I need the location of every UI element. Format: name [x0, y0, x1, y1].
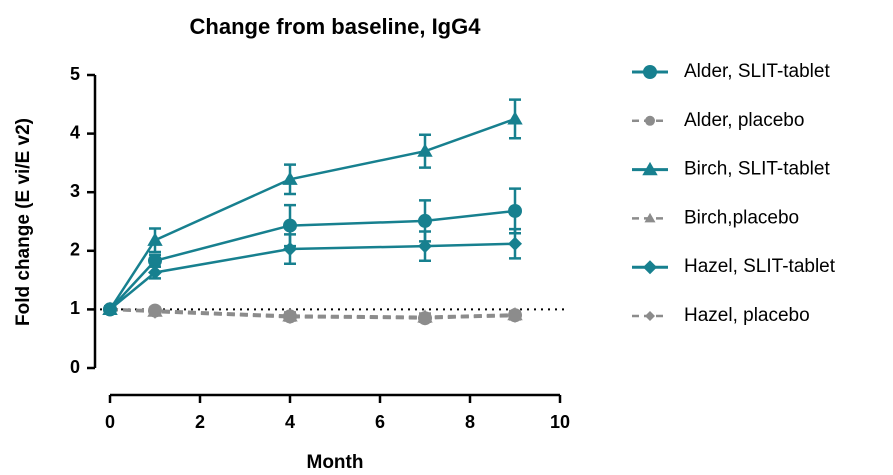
legend-label: Alder, SLIT-tablet	[684, 61, 830, 82]
series-line	[108, 117, 516, 311]
data-point	[283, 218, 297, 233]
data-point	[148, 253, 162, 268]
legend-marker	[645, 115, 655, 126]
y-tick-label: 1	[70, 298, 80, 318]
x-tick-label: 10	[550, 412, 570, 432]
x-tick-label: 6	[375, 412, 385, 432]
series-line	[109, 307, 516, 320]
x-tick-label: 8	[465, 412, 475, 432]
y-tick-label: 3	[70, 181, 80, 201]
y-axis-label: Fold change (E vi/E v2)	[13, 118, 34, 326]
legend-marker	[644, 212, 656, 223]
legend-label: Birch,placebo	[684, 207, 799, 228]
x-tick-label: 2	[195, 412, 205, 432]
x-axis-label: Month	[307, 452, 364, 473]
data-point	[508, 236, 522, 251]
legend-label: Hazel, SLIT-tablet	[684, 256, 836, 277]
data-point	[418, 310, 432, 325]
y-tick-label: 5	[70, 64, 80, 84]
data-point	[148, 304, 162, 319]
data-point	[283, 242, 297, 257]
y-tick-label: 4	[70, 122, 80, 142]
data-point	[508, 308, 522, 323]
data-point	[103, 302, 117, 317]
legend-label: Birch, SLIT-tablet	[684, 159, 830, 180]
data-point	[508, 203, 522, 218]
data-point	[507, 111, 523, 125]
legend-marker	[642, 161, 658, 176]
legend-label: Alder, placebo	[684, 110, 804, 131]
legend-marker	[645, 311, 655, 321]
data-point	[417, 143, 433, 157]
x-tick-label: 4	[285, 412, 295, 432]
series-line	[109, 209, 516, 311]
legend-marker	[643, 260, 657, 275]
legend-marker	[643, 65, 657, 79]
legend-label: Hazel, placebo	[684, 305, 810, 326]
y-tick-label: 0	[70, 357, 80, 377]
data-point	[418, 213, 432, 228]
chart-title: Change from baseline, IgG4	[190, 14, 482, 39]
data-point	[282, 171, 298, 185]
data-point	[148, 265, 162, 280]
y-tick-label: 2	[70, 240, 80, 260]
series-line	[109, 242, 516, 311]
data-point	[147, 232, 163, 246]
x-tick-label: 0	[105, 412, 115, 432]
data-point	[418, 239, 432, 254]
data-point	[283, 310, 297, 325]
